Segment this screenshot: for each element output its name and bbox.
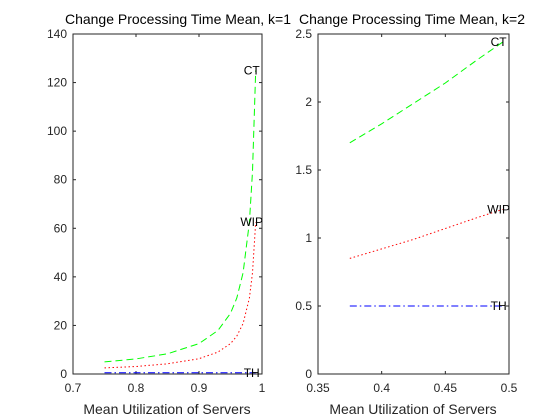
left-x-tick-label: 0.9	[191, 381, 208, 395]
right-x-axis-title: Mean Utilization of Servers	[329, 401, 496, 417]
left-x-tick-label: 0.7	[65, 381, 82, 395]
left-plot-title: Change Processing Time Mean, k=1	[65, 11, 291, 27]
left-y-tick-label: 80	[54, 173, 68, 187]
right-y-tick-label: 1	[305, 231, 312, 245]
left-y-tick-label: 20	[54, 318, 68, 332]
left-x-axis-title: Mean Utilization of Servers	[83, 401, 250, 417]
left-y-tick-label: 120	[47, 76, 67, 90]
left-x-tick-label: 0.8	[128, 381, 145, 395]
right-x-tick-label: 0.4	[373, 381, 390, 395]
right-y-tick-label: 0	[305, 367, 312, 381]
left-y-tick-label: 60	[54, 221, 68, 235]
right-y-tick-label: 0.5	[295, 299, 312, 313]
right-plot-frame	[317, 33, 510, 375]
right-y-ticks: 0 0.5 1 1.5 2 2.5	[295, 27, 509, 381]
left-y-ticks: 0 20 40 60 80 100 120 140	[47, 27, 262, 381]
right-x-ticks: 0.35 0.4 0.45 0.5	[306, 34, 518, 395]
right-x-tick-label: 0.5	[501, 381, 518, 395]
right-x-tick-label: 0.45	[434, 381, 458, 395]
right-wip-line	[349, 208, 503, 259]
left-x-ticks: 0.7 0.8 0.9 1	[65, 34, 266, 395]
left-series-group: CT WIP TH	[104, 63, 263, 380]
right-y-tick-label: 2.5	[295, 27, 312, 41]
left-y-tick-label: 140	[47, 27, 67, 41]
left-y-tick-label: 0	[60, 367, 67, 381]
left-plot: Change Processing Time Mean, k=1 0 20 40 60…	[47, 11, 291, 417]
right-ct-line	[349, 41, 503, 144]
left-y-tick-label: 40	[54, 270, 68, 284]
left-wip-line	[104, 222, 257, 369]
left-plot-frame	[72, 33, 263, 375]
right-y-tick-label: 2	[305, 95, 312, 109]
left-x-tick-label: 1	[259, 381, 266, 395]
left-th-label: TH	[244, 366, 260, 380]
right-ct-label: CT	[491, 35, 508, 49]
right-y-tick-label: 1.5	[295, 163, 312, 177]
left-y-tick-label: 100	[47, 124, 67, 138]
right-plot: Change Processing Time Mean, k=2 0 0.5 1 1.…	[295, 11, 525, 417]
right-series-group: CT WIP TH	[349, 35, 510, 313]
right-wip-label: WIP	[487, 202, 510, 216]
left-ct-label: CT	[244, 63, 261, 77]
right-th-label: TH	[491, 299, 507, 313]
right-x-tick-label: 0.35	[306, 381, 330, 395]
right-plot-title: Change Processing Time Mean, k=2	[299, 11, 525, 27]
left-ct-line	[104, 70, 257, 363]
left-wip-label: WIP	[240, 215, 263, 229]
